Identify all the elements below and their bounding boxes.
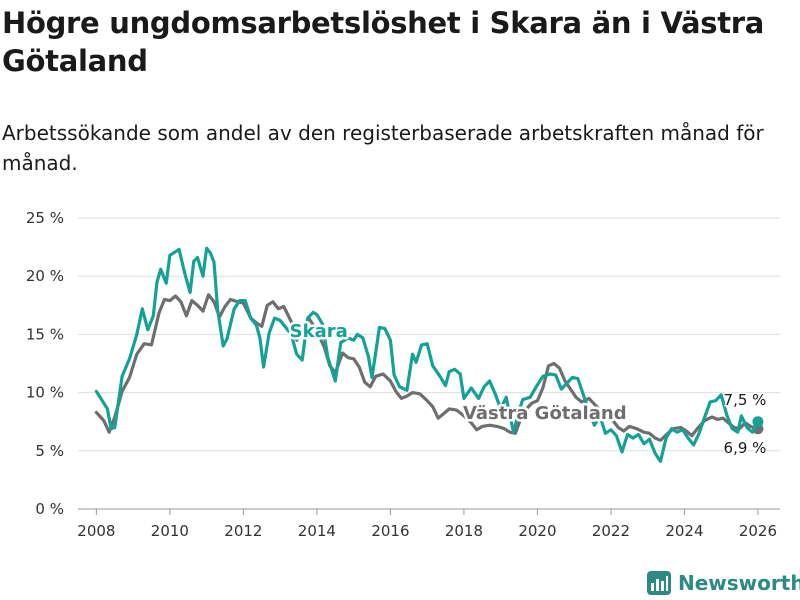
y-tick-label: 0 % — [35, 500, 64, 518]
x-tick-label: 2014 — [298, 522, 336, 540]
x-tick-label: 2012 — [224, 522, 262, 540]
x-tick-label: 2018 — [445, 522, 483, 540]
end-label-vastra-gotaland: 6,9 % — [724, 439, 767, 457]
newsworthy-logo-icon — [647, 571, 671, 595]
y-tick-label: 10 % — [26, 384, 64, 402]
end-label-skara: 7,5 % — [724, 391, 767, 409]
x-tick-label: 2010 — [151, 522, 189, 540]
series-line-skara — [94, 246, 760, 463]
chart-subtitle: Arbetssökande som andel av den registerb… — [2, 121, 764, 175]
x-tick-label: 2008 — [77, 522, 115, 540]
chart-title: Högre ungdomsarbetslöshet i Skara än i V… — [2, 6, 765, 78]
series-end-point — [752, 416, 764, 428]
brand-name: Newsworthy — [678, 571, 800, 595]
series-line-vastra-gotaland — [94, 293, 760, 442]
y-tick-label: 15 % — [26, 325, 64, 343]
series-label-vastra-gotaland: Västra Götaland — [463, 403, 627, 424]
y-tick-label: 5 % — [35, 442, 64, 460]
brand[interactable]: Newsworthy — [646, 568, 800, 598]
y-tick-label: 20 % — [26, 267, 64, 285]
x-tick-label: 2016 — [371, 522, 409, 540]
series-label-skara: Skara — [290, 321, 348, 342]
x-tick-label: 2020 — [518, 522, 556, 540]
y-tick-label: 25 % — [26, 209, 64, 227]
x-tick-label: 2024 — [665, 522, 703, 540]
x-tick-label: 2022 — [592, 522, 630, 540]
x-tick-label: 2026 — [739, 522, 777, 540]
